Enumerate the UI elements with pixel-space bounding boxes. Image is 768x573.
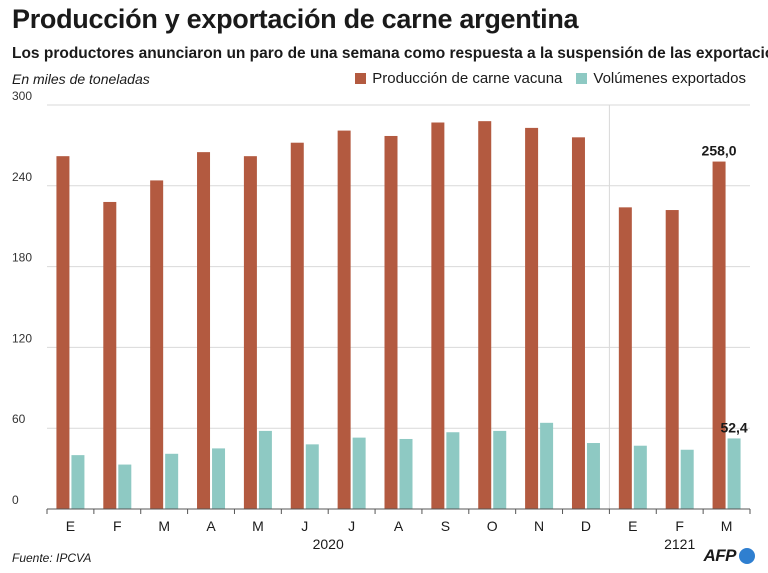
x-tick-label-2: M xyxy=(158,518,170,534)
bar-exports-11 xyxy=(586,443,600,509)
data-label-1: 52,4 xyxy=(720,419,747,435)
x-tick-label-3: A xyxy=(206,518,216,534)
y-tick-label-240: 240 xyxy=(12,170,32,184)
bar-production-10 xyxy=(525,127,539,509)
bar-production-8 xyxy=(431,122,445,510)
x-tick-label-5: J xyxy=(301,518,308,534)
bar-exports-2 xyxy=(165,453,179,509)
bar-production-14 xyxy=(712,161,726,509)
bar-production-1 xyxy=(103,201,117,509)
legend-item-exports: Volúmenes exportados xyxy=(576,70,746,87)
bar-exports-5 xyxy=(305,444,319,509)
year-label-1: 2121 xyxy=(664,536,695,552)
data-label-0: 258,0 xyxy=(702,143,737,159)
chart-subtitle: Los productores anunciaron un paro de un… xyxy=(12,45,768,62)
bar-production-12 xyxy=(618,207,632,509)
y-tick-label-120: 120 xyxy=(12,331,32,345)
source-note: Fuente: IPCVA xyxy=(12,551,92,565)
bar-production-4 xyxy=(243,156,257,509)
year-label-0: 2020 xyxy=(313,536,344,552)
bar-exports-14 xyxy=(727,438,741,509)
bar-exports-12 xyxy=(633,445,647,509)
bar-exports-1 xyxy=(118,464,132,509)
bar-exports-6 xyxy=(352,437,366,509)
bar-production-11 xyxy=(571,137,585,509)
afp-logo-text: AFP xyxy=(703,546,737,565)
y-tick-label-60: 60 xyxy=(12,412,26,426)
bar-exports-9 xyxy=(493,430,507,509)
legend-label-exports: Volúmenes exportados xyxy=(593,70,746,87)
bar-exports-0 xyxy=(71,455,85,509)
legend-item-production: Producción de carne vacuna xyxy=(355,70,562,87)
bar-production-3 xyxy=(197,152,211,509)
y-tick-label-180: 180 xyxy=(12,251,32,265)
x-tick-label-8: S xyxy=(441,518,450,534)
bar-production-9 xyxy=(478,121,492,509)
unit-label: En miles de toneladas xyxy=(12,71,150,87)
legend-swatch-exports xyxy=(576,73,588,84)
x-tick-label-9: O xyxy=(487,518,498,534)
bar-exports-3 xyxy=(212,448,226,509)
legend-label-production: Producción de carne vacuna xyxy=(372,70,563,87)
x-tick-label-10: N xyxy=(534,518,544,534)
x-tick-label-0: E xyxy=(66,518,75,534)
legend: Producción de carne vacuna Volúmenes exp… xyxy=(355,70,746,87)
bar-production-6 xyxy=(337,130,351,509)
bar-exports-8 xyxy=(446,432,460,509)
legend-swatch-production xyxy=(355,73,367,84)
x-tick-label-14: M xyxy=(721,518,733,534)
bar-production-5 xyxy=(290,142,304,509)
x-tick-label-6: J xyxy=(348,518,355,534)
afp-logo: AFP xyxy=(704,546,757,566)
x-tick-label-4: M xyxy=(252,518,264,534)
x-tick-label-13: F xyxy=(675,518,684,534)
bar-exports-10 xyxy=(540,422,554,509)
bar-production-0 xyxy=(56,156,70,509)
y-tick-label-300: 300 xyxy=(12,89,32,103)
bar-production-13 xyxy=(665,210,679,510)
x-tick-label-1: F xyxy=(113,518,122,534)
bar-exports-4 xyxy=(258,430,272,509)
x-tick-label-7: A xyxy=(394,518,404,534)
bar-exports-7 xyxy=(399,438,413,509)
afp-logo-icon xyxy=(739,548,755,564)
chart-title: Producción y exportación de carne argent… xyxy=(12,4,579,34)
bar-exports-13 xyxy=(680,449,694,509)
x-tick-label-11: D xyxy=(581,518,591,534)
y-tick-label-0: 0 xyxy=(12,493,19,507)
bar-production-2 xyxy=(150,180,164,509)
x-tick-label-12: E xyxy=(628,518,637,534)
bar-production-7 xyxy=(384,135,398,509)
